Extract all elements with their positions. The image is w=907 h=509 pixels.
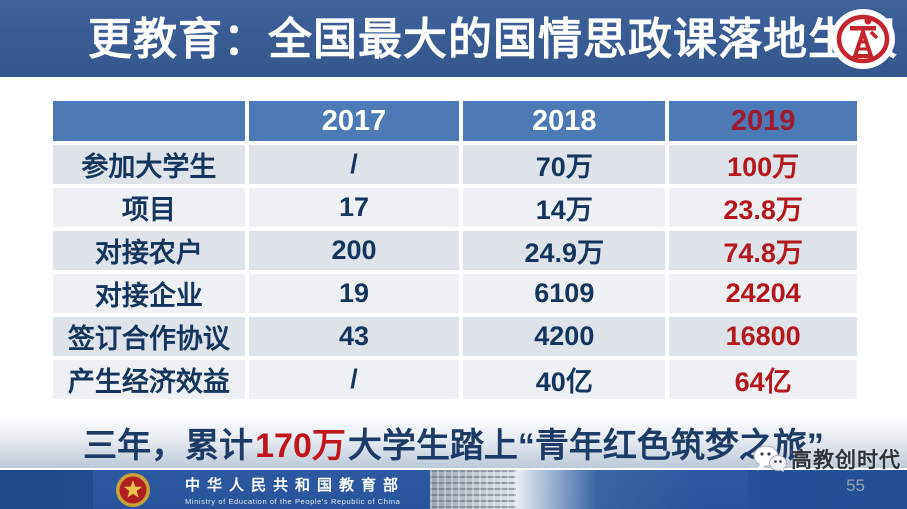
watermark-label: 高教创时代 bbox=[791, 449, 901, 472]
table-row: 对接企业 19 6109 24204 bbox=[53, 274, 857, 313]
caption-suffix: 大学生踏上“青年红色筑梦之旅” bbox=[347, 426, 824, 465]
table-row: 产生经济效益 / 40亿 64亿 bbox=[53, 360, 857, 399]
cell-2019: 100万 bbox=[669, 145, 857, 184]
cell-2017: / bbox=[248, 145, 460, 184]
cell-2019: 64亿 bbox=[669, 360, 857, 399]
footer-bar: 中华人民共和国教育部 Ministry of Education of the … bbox=[0, 470, 907, 509]
cell-2018: 4200 bbox=[463, 317, 666, 356]
cell-2017: 17 bbox=[248, 188, 460, 227]
cell-2017: 43 bbox=[248, 317, 460, 356]
wechat-icon bbox=[753, 445, 787, 472]
table-row: 项目 17 14万 23.8万 bbox=[53, 188, 857, 227]
title-banner: 更教育：全国最大的国情思政课落地生根 bbox=[0, 0, 907, 77]
row-label: 对接企业 bbox=[53, 274, 245, 313]
cell-2017: 19 bbox=[248, 274, 460, 313]
national-emblem-icon bbox=[116, 473, 150, 507]
cell-2017: / bbox=[248, 360, 460, 399]
cell-2019: 16800 bbox=[669, 317, 857, 356]
table-row: 签订合作协议 43 4200 16800 bbox=[53, 317, 857, 356]
building-photo bbox=[430, 470, 516, 509]
gaojiao-logo-icon bbox=[831, 9, 895, 69]
cell-2019: 74.8万 bbox=[669, 231, 857, 270]
cell-2018: 70万 bbox=[463, 145, 666, 184]
cell-2018: 14万 bbox=[463, 188, 666, 227]
row-label: 对接农户 bbox=[53, 231, 245, 270]
ministry-name-en: Ministry of Education of the People's Re… bbox=[185, 497, 401, 506]
table-header-row: 2017 2018 2019 bbox=[53, 101, 857, 141]
cell-2019: 23.8万 bbox=[669, 188, 857, 227]
row-label: 产生经济效益 bbox=[53, 360, 245, 399]
cell-2018: 24.9万 bbox=[463, 231, 666, 270]
header-2017: 2017 bbox=[248, 101, 460, 141]
ministry-name-block: 中华人民共和国教育部 Ministry of Education of the … bbox=[185, 474, 405, 506]
cell-2019: 24204 bbox=[669, 274, 857, 313]
ministry-name-cn: 中华人民共和国教育部 bbox=[185, 477, 406, 494]
statistics-table: 2017 2018 2019 参加大学生 / 70万 100万 项目 17 14… bbox=[49, 97, 861, 403]
caption-highlight: 170万 bbox=[255, 426, 346, 465]
photo-fade bbox=[516, 470, 748, 509]
cell-2018: 40亿 bbox=[463, 360, 666, 399]
caption-prefix: 三年，累计 bbox=[83, 426, 254, 465]
header-2019: 2019 bbox=[669, 101, 857, 141]
header-2018: 2018 bbox=[463, 101, 666, 141]
table-row: 对接农户 200 24.9万 74.8万 bbox=[53, 231, 857, 270]
header-blank bbox=[53, 101, 245, 141]
cell-2018: 6109 bbox=[463, 274, 666, 313]
page-title: 更教育：全国最大的国情思政课落地生根 bbox=[88, 15, 898, 64]
cell-2017: 200 bbox=[248, 231, 460, 270]
page-number: 55 bbox=[846, 476, 865, 495]
row-label: 项目 bbox=[53, 188, 245, 227]
row-label: 参加大学生 bbox=[53, 145, 245, 184]
watermark: 高教创时代 bbox=[753, 445, 901, 472]
table-row: 参加大学生 / 70万 100万 bbox=[53, 145, 857, 184]
summary-caption: 三年，累计 170万 大学生踏上“青年红色筑梦之旅” bbox=[0, 416, 907, 468]
row-label: 签订合作协议 bbox=[53, 317, 245, 356]
ministry-photo-strip: 中华人民共和国教育部 Ministry of Education of the … bbox=[93, 470, 748, 509]
